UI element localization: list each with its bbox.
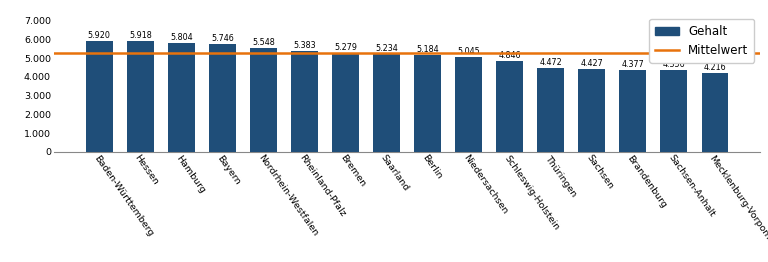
Bar — [414, 55, 441, 152]
Text: 4.427: 4.427 — [581, 59, 603, 68]
Text: 5.045: 5.045 — [457, 47, 480, 56]
Text: 4.472: 4.472 — [539, 58, 562, 67]
Text: 5.383: 5.383 — [293, 41, 316, 50]
Bar — [291, 51, 318, 152]
Bar — [701, 73, 728, 152]
Bar — [660, 70, 687, 152]
Text: 5.804: 5.804 — [170, 33, 193, 42]
Legend: Gehalt, Mittelwert: Gehalt, Mittelwert — [649, 19, 754, 63]
Text: 4.377: 4.377 — [621, 60, 644, 69]
Text: 4.846: 4.846 — [498, 51, 521, 60]
Text: 5.920: 5.920 — [88, 31, 111, 40]
Text: 5.918: 5.918 — [129, 31, 151, 40]
Bar — [538, 68, 564, 152]
Bar — [496, 61, 523, 152]
Bar — [332, 53, 359, 152]
Bar — [168, 43, 194, 152]
Text: 4.216: 4.216 — [703, 63, 727, 72]
Text: 5.279: 5.279 — [334, 43, 357, 52]
Text: 5.746: 5.746 — [211, 34, 233, 43]
Text: 5.184: 5.184 — [416, 45, 439, 54]
Text: 5.548: 5.548 — [252, 38, 275, 47]
Bar — [578, 69, 605, 152]
Bar — [455, 57, 482, 152]
Bar — [250, 48, 276, 152]
Bar — [373, 54, 400, 152]
Bar — [209, 44, 236, 152]
Text: 4.356: 4.356 — [663, 60, 685, 69]
Text: 5.234: 5.234 — [375, 44, 398, 53]
Bar — [86, 41, 113, 152]
Bar — [127, 41, 154, 152]
Bar — [620, 70, 646, 152]
